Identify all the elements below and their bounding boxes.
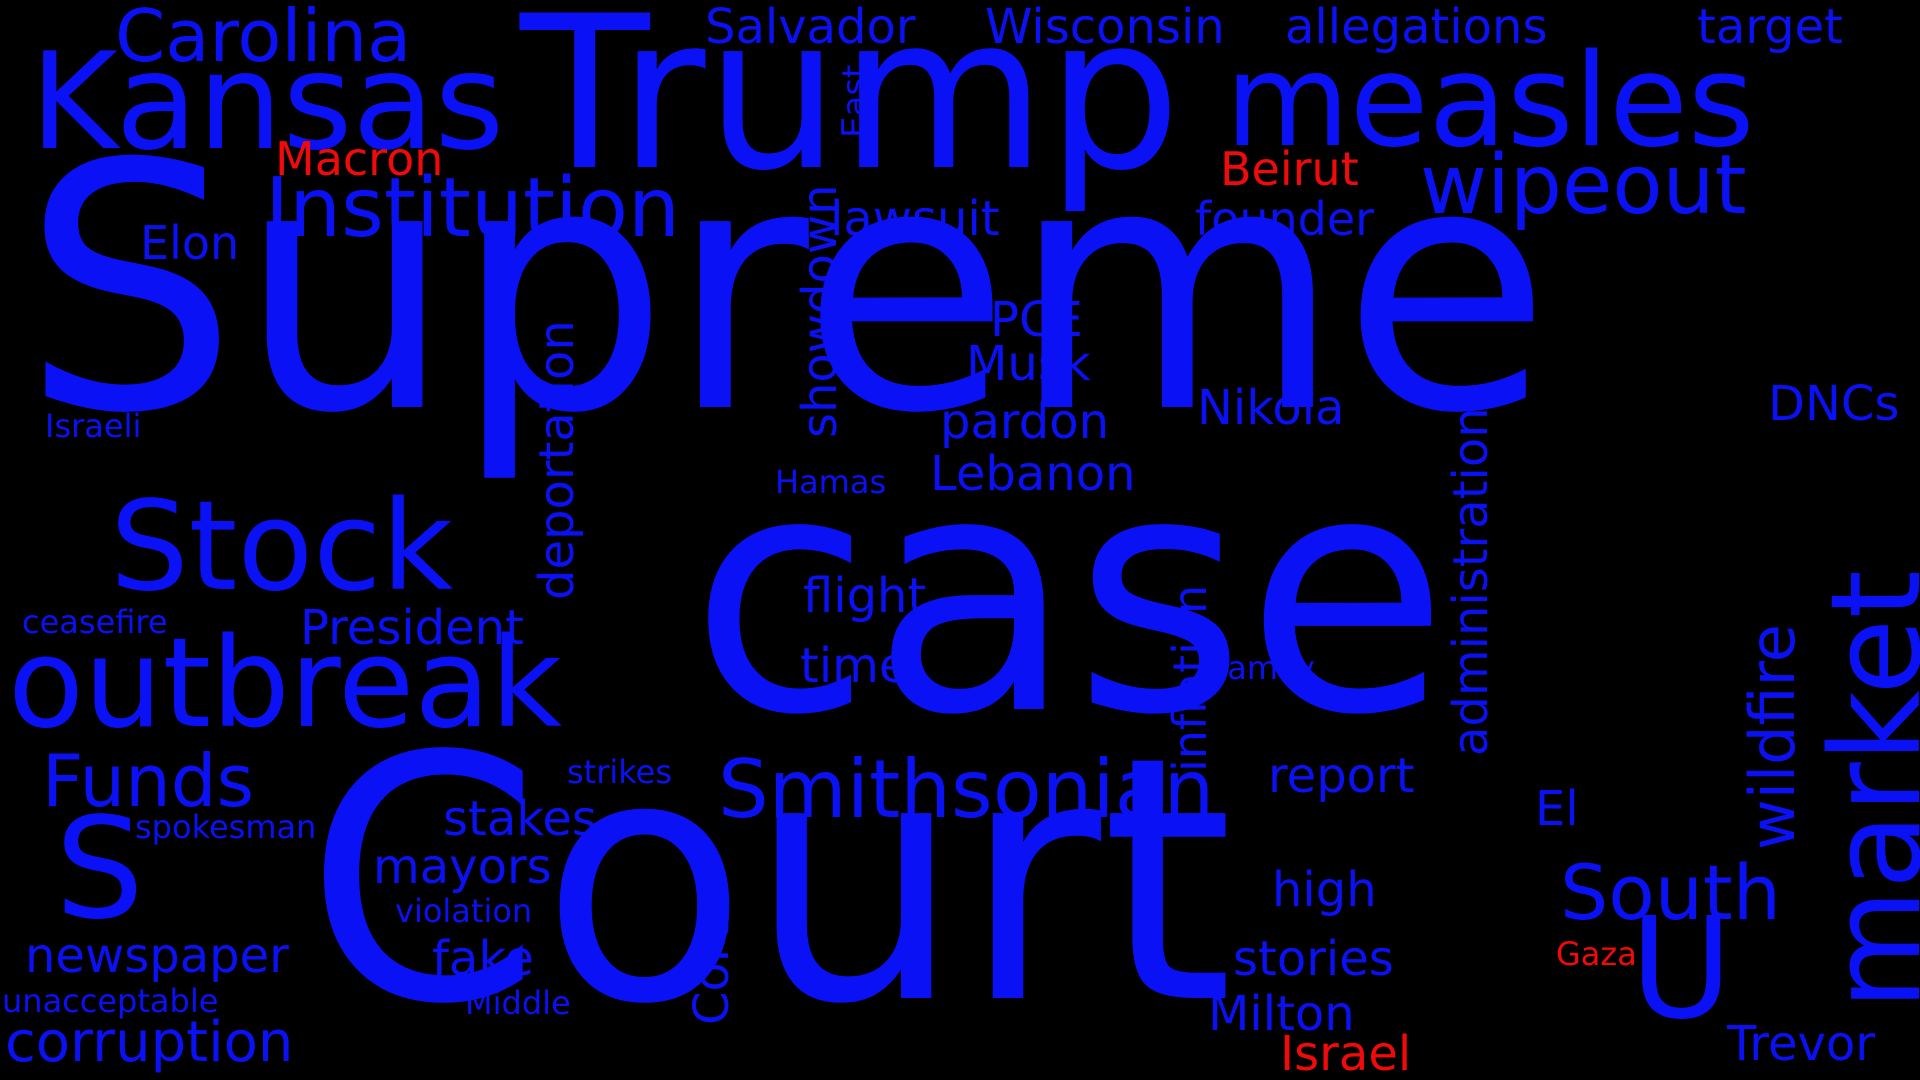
word-east: East — [835, 64, 875, 138]
word-ceasefire: ceasefire — [22, 603, 168, 641]
word-u: U — [1630, 888, 1733, 1051]
word-elon: Elon — [140, 216, 240, 270]
word-report: report — [1268, 748, 1415, 804]
word-allegations: allegations — [1285, 0, 1548, 55]
word-stock: Stock — [110, 475, 454, 619]
word-israeli: Israeli — [45, 407, 142, 445]
word-nikola: Nikola — [1197, 380, 1345, 436]
word-fake: fake — [432, 931, 534, 987]
word-trevor: Trevor — [1727, 1016, 1875, 1072]
word-market: market — [1805, 569, 1920, 1010]
word-lawsuit: lawsuit — [830, 191, 1000, 247]
word-measles: measles — [1225, 27, 1755, 176]
word-founder: founder — [1195, 192, 1375, 246]
word-showdown: showdown — [792, 184, 848, 438]
word-core: Core — [684, 913, 740, 1025]
word-outbreak: outbreak — [8, 612, 563, 756]
word-israel: Israel — [1280, 1026, 1412, 1080]
word-corruption: corruption — [5, 1010, 294, 1075]
word-time: time — [800, 638, 909, 694]
word-hamas: Hamas — [775, 463, 887, 501]
word-unacceptable: unacceptable — [2, 982, 219, 1020]
word-lebanon: Lebanon — [930, 446, 1136, 502]
word-institution: Institution — [265, 161, 681, 256]
word-s: S — [55, 788, 144, 951]
word-newspaper: newspaper — [25, 928, 289, 984]
word-high: high — [1272, 862, 1377, 918]
word-pce: PCE — [990, 292, 1083, 348]
word-carolina: Carolina — [115, 0, 412, 78]
word-wipeout: wipeout — [1420, 138, 1747, 233]
word-violation: violation — [395, 892, 533, 930]
word-trump: Trump — [520, 0, 1181, 217]
word-court: Court — [305, 684, 1234, 1078]
word-mayors: mayors — [373, 839, 552, 895]
word-wildfire: wildfire — [1736, 624, 1809, 850]
word-musk: Musk — [966, 336, 1091, 392]
word-family: family — [1216, 649, 1315, 687]
word-spokesman: spokesman — [135, 808, 317, 846]
word-stories: stories — [1233, 931, 1394, 987]
word-target: target — [1697, 0, 1843, 55]
word-salvador: Salvador — [705, 0, 916, 55]
word-el: El — [1535, 781, 1579, 837]
word-kansas: Kansas — [30, 24, 505, 180]
word-stakes: stakes — [443, 791, 597, 847]
word-south: South — [1560, 848, 1781, 937]
word-macron: Macron — [275, 132, 444, 186]
word-pardon: pardon — [940, 394, 1110, 450]
word-supreme: Supreme — [22, 92, 1552, 488]
word-president: President — [300, 600, 524, 656]
word-administration: administration — [1443, 407, 1499, 756]
word-flight: flight — [803, 568, 927, 624]
word-dncs: DNCs — [1768, 376, 1900, 432]
word-wisconsin: Wisconsin — [985, 0, 1225, 55]
word-funds: Funds — [42, 739, 254, 823]
word-middle: Middle — [465, 984, 571, 1022]
word-case: case — [690, 403, 1449, 787]
word-deportation: deportation — [529, 320, 585, 600]
word-smithsonian: Smithsonian — [718, 743, 1215, 836]
word-gaza: Gaza — [1556, 935, 1637, 973]
word-milton: Milton — [1208, 986, 1355, 1042]
word-strikes: strikes — [567, 753, 673, 791]
word-beirut: Beirut — [1220, 142, 1359, 196]
